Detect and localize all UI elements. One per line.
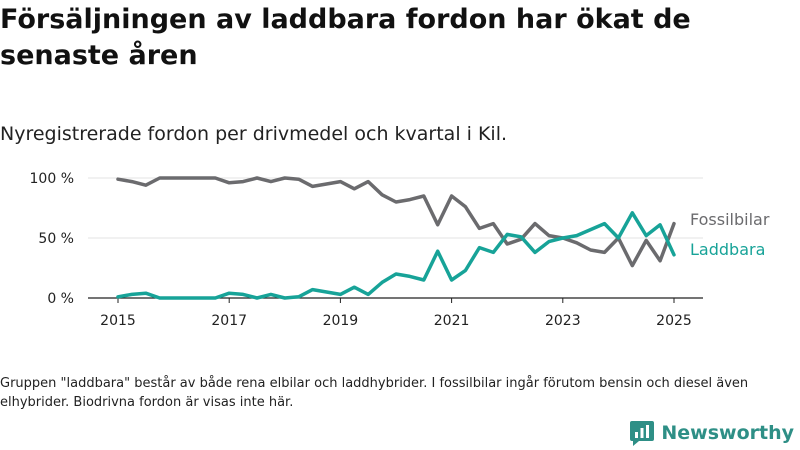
- y-tick-label: 50 %: [38, 231, 74, 247]
- y-tick-label: 100 %: [30, 171, 74, 187]
- x-tick-label: 2015: [100, 313, 136, 329]
- line-chart: 0 % 50 % 100 % 2015 2017 2019 2021 2023 2025 Foss…: [30, 171, 770, 329]
- x-tick-label: 2023: [545, 313, 581, 329]
- series-label-laddbara: Laddbara: [690, 240, 765, 259]
- x-tick-label: 2021: [434, 313, 470, 329]
- y-tick-label: 0 %: [47, 291, 74, 307]
- footnote: Gruppen "laddbara" består av både rena e…: [0, 376, 749, 410]
- series-line-laddbara: [116, 211, 676, 300]
- newsworthy-logo-icon: [630, 421, 655, 446]
- brand-name: Newsworthy: [661, 422, 794, 444]
- x-tick-label: 2019: [323, 313, 359, 329]
- chart-title: Försäljningen av laddbara fordon har öka…: [0, 4, 691, 71]
- series-line-fossilbilar: [116, 176, 676, 268]
- series-label-fossilbilar: Fossilbilar: [690, 210, 770, 229]
- brand-logo: Newsworthy: [629, 419, 794, 447]
- x-tick-label: 2017: [211, 313, 247, 329]
- chart-subtitle: Nyregistrerade fordon per drivmedel och …: [0, 123, 508, 145]
- x-tick-label: 2025: [656, 313, 692, 329]
